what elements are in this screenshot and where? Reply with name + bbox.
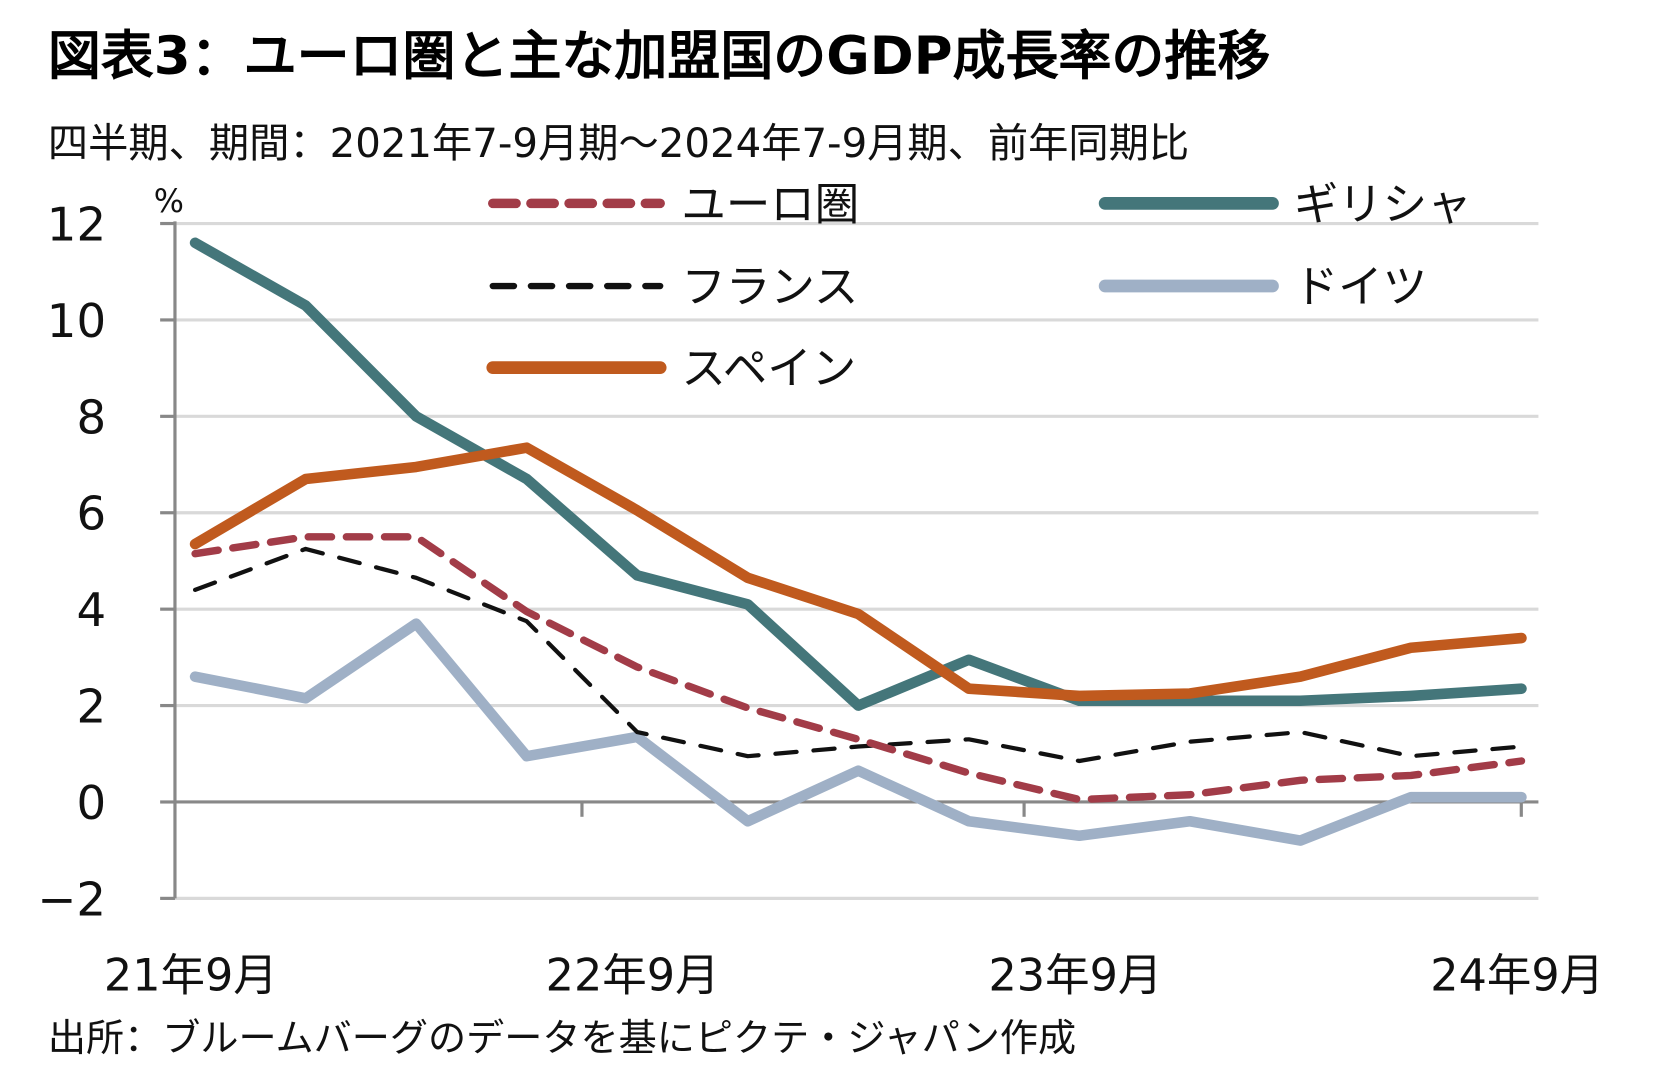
series-line-フランス xyxy=(192,546,1524,764)
y-tick-label: 10 xyxy=(47,294,106,348)
x-tick-label: 23年9月 xyxy=(989,951,1163,1002)
series-line-ユーロ圏 xyxy=(191,533,1526,804)
x-tick-label: 24年9月 xyxy=(1430,951,1604,1002)
y-tick-label: 12 xyxy=(47,197,106,251)
chart-subtitle: 四半期、期間：2021年7-9月期～2024年7-9月期、前年同期比 xyxy=(48,121,1189,167)
legend-label: フランス xyxy=(681,262,858,313)
y-unit-label: % xyxy=(154,184,184,220)
x-tick-label: 22年9月 xyxy=(546,951,720,1002)
y-tick-labels: 12 10 8 6 4 2 0 −2 xyxy=(37,197,106,926)
source-note: 出所：ブルームバーグのデータを基にピクテ・ジャパン作成 xyxy=(48,1016,1076,1060)
legend-label: スペイン xyxy=(681,344,856,395)
series-line-ドイツ xyxy=(189,618,1527,846)
y-tick-label: 4 xyxy=(76,583,106,637)
legend-label: ユーロ圏 xyxy=(681,179,859,230)
y-tick-label: −2 xyxy=(37,872,106,926)
y-tick-label: 8 xyxy=(76,390,106,444)
legend-label: ドイツ xyxy=(1294,262,1427,313)
series-line-スペイン xyxy=(189,442,1527,702)
legend-label: ギリシャ xyxy=(1294,179,1472,230)
axes xyxy=(160,221,1539,900)
y-tick-label: 0 xyxy=(76,776,106,830)
gridlines xyxy=(174,221,1539,900)
x-tick-labels: 21年9月 22年9月 23年9月 24年9月 xyxy=(104,951,1604,1002)
series-line-ギリシャ xyxy=(189,237,1527,711)
x-tick-label: 21年9月 xyxy=(104,951,278,1002)
chart-title: 図表3：ユーロ圏と主な加盟国のGDP成長率の推移 xyxy=(48,26,1271,87)
y-tick-label: 6 xyxy=(76,487,106,541)
series-lines xyxy=(189,237,1527,846)
y-tick-label: 2 xyxy=(76,680,106,734)
